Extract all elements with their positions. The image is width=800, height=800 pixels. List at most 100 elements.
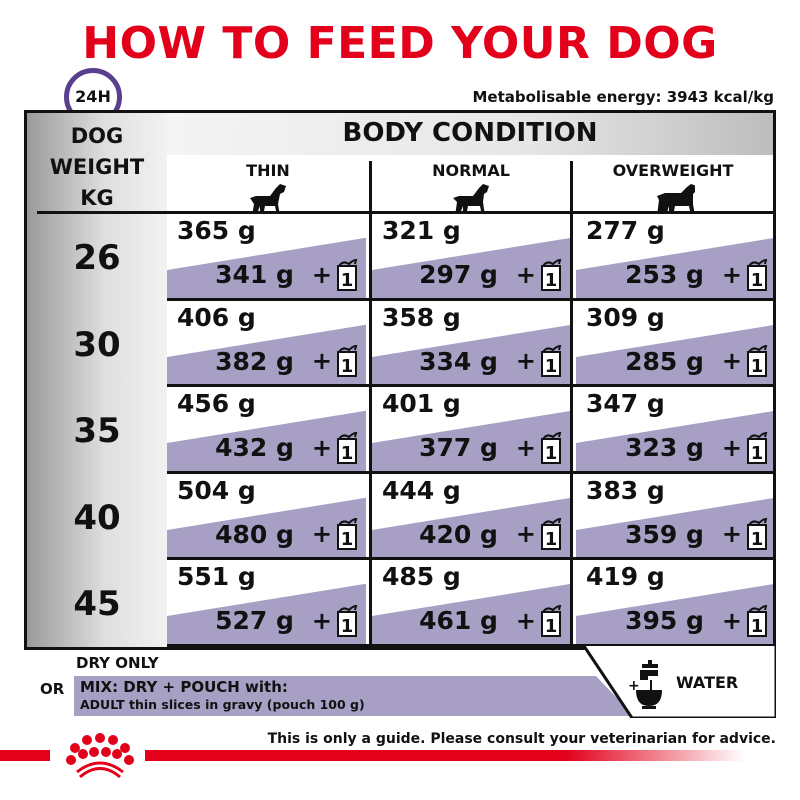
mix-dry-amount: 480 g [215,519,294,549]
portion-cell: 504 g 480 g +1 [167,473,366,558]
pouch-icon: 1 [747,518,768,551]
svg-text:1: 1 [751,529,764,550]
column-label: THIN [246,161,290,180]
water-plus: + [628,678,640,694]
mix-dry-amount: 432 g [215,433,294,463]
mix-amount-group: 323 g +1 [625,431,768,465]
pouch-icon: 1 [541,604,562,637]
plus-sign: + [721,433,742,462]
dry-only-amount: 419 g [586,562,665,592]
pouch-icon: 1 [541,345,562,378]
plus-sign: + [515,433,536,462]
pouch-icon: 1 [747,258,768,291]
brand-stripe-right [145,750,745,761]
royal-canin-crown-logo [66,733,134,779]
plus-sign: + [721,606,742,635]
column-header-thin: THIN [167,155,369,216]
plus-sign: + [515,606,536,635]
dry-only-amount: 444 g [382,475,461,505]
svg-text:1: 1 [545,529,558,550]
pouch-icon: 1 [337,345,358,378]
plus-sign: + [721,520,742,549]
row-divider [167,557,773,561]
plus-sign: + [311,606,332,635]
svg-text:1: 1 [545,443,558,464]
mix-dry-amount: 420 g [419,519,498,549]
brand-stripe-left [0,750,50,761]
plus-sign: + [311,347,332,376]
weight-kg: 35 [73,411,121,452]
row-divider [167,297,773,301]
svg-text:1: 1 [341,529,354,550]
portion-cell: 383 g 359 g +1 [576,473,773,558]
plus-sign: + [721,260,742,289]
mix-dry-amount: 527 g [215,606,294,636]
legend-dry-only: DRY ONLY [76,654,159,672]
weight-header-line: KG [80,186,114,210]
mix-amount-group: 285 g +1 [625,344,768,378]
mix-amount-group: 395 g +1 [625,604,768,638]
portion-cell: 401 g 377 g +1 [372,387,570,471]
mix-dry-amount: 461 g [419,606,498,636]
pouch-icon: 1 [747,604,768,637]
dry-only-amount: 277 g [586,216,665,245]
mix-dry-amount: 359 g [625,519,704,549]
mix-dry-amount: 253 g [625,260,704,290]
pouch-icon: 1 [541,258,562,291]
mix-amount-group: 253 g +1 [625,258,768,292]
weight-header-line: WEIGHT [49,155,145,179]
plus-sign: + [515,347,536,376]
pouch-icon: 1 [747,345,768,378]
portion-cell: 444 g 420 g +1 [372,473,570,558]
svg-text:1: 1 [751,443,764,464]
column-label: NORMAL [432,161,510,180]
weight-kg: 40 [73,497,121,538]
mix-amount-group: 461 g +1 [419,604,562,638]
plus-sign: + [721,347,742,376]
weight-kg: 30 [73,324,121,365]
weight-kg: 45 [73,584,121,625]
svg-text:1: 1 [341,443,354,464]
mix-amount-group: 377 g +1 [419,431,562,465]
svg-text:1: 1 [545,356,558,377]
pouch-icon: 1 [747,431,768,464]
svg-text:1: 1 [751,270,764,291]
mix-dry-amount: 323 g [625,433,704,463]
weight-header: DOG WEIGHT KG [27,121,167,214]
feeding-table: DOG WEIGHT KG BODY CONDITION THIN NORMAL O… [24,110,776,650]
mix-amount-group: 297 g +1 [419,258,562,292]
mix-dry-amount: 377 g [419,433,498,463]
mix-amount-group: 334 g +1 [419,344,562,378]
row-divider [167,470,773,474]
dry-only-amount: 456 g [177,389,256,419]
metabolisable-energy: Metabolisable energy: 3943 kcal/kg [472,88,775,106]
weight-column: DOG WEIGHT KG [27,113,167,647]
row-divider [167,644,773,647]
portion-cell: 365 g 341 g +1 [167,214,366,298]
portion-cell: 347 g 323 g +1 [576,387,773,471]
disclaimer: This is only a guide. Please consult you… [267,731,776,747]
dry-only-amount: 321 g [382,216,461,245]
portion-cell: 406 g 382 g +1 [167,300,366,385]
mix-dry-amount: 341 g [215,260,294,290]
mix-dry-amount: 334 g [419,346,498,376]
mix-amount-group: 382 g +1 [215,344,358,378]
dry-only-amount: 551 g [177,562,256,592]
portion-cell: 551 g 527 g +1 [167,560,366,644]
column-divider [570,161,573,647]
plus-sign: + [311,520,332,549]
mix-amount-group: 420 g +1 [419,517,562,551]
portion-cell: 419 g 395 g +1 [576,560,773,644]
mix-amount-group: 527 g +1 [215,604,358,638]
plus-sign: + [311,260,332,289]
dry-only-amount: 347 g [586,389,665,419]
body-condition-header: BODY CONDITION [167,113,773,155]
normal-dog-icon [453,184,489,216]
plus-sign: + [515,520,536,549]
dry-only-amount: 358 g [382,302,461,332]
portion-cell: 321 g 297 g +1 [372,214,570,298]
portion-cell: 485 g 461 g +1 [372,560,570,644]
svg-text:1: 1 [545,616,558,637]
dry-only-amount: 401 g [382,389,461,419]
plus-sign: + [311,433,332,462]
